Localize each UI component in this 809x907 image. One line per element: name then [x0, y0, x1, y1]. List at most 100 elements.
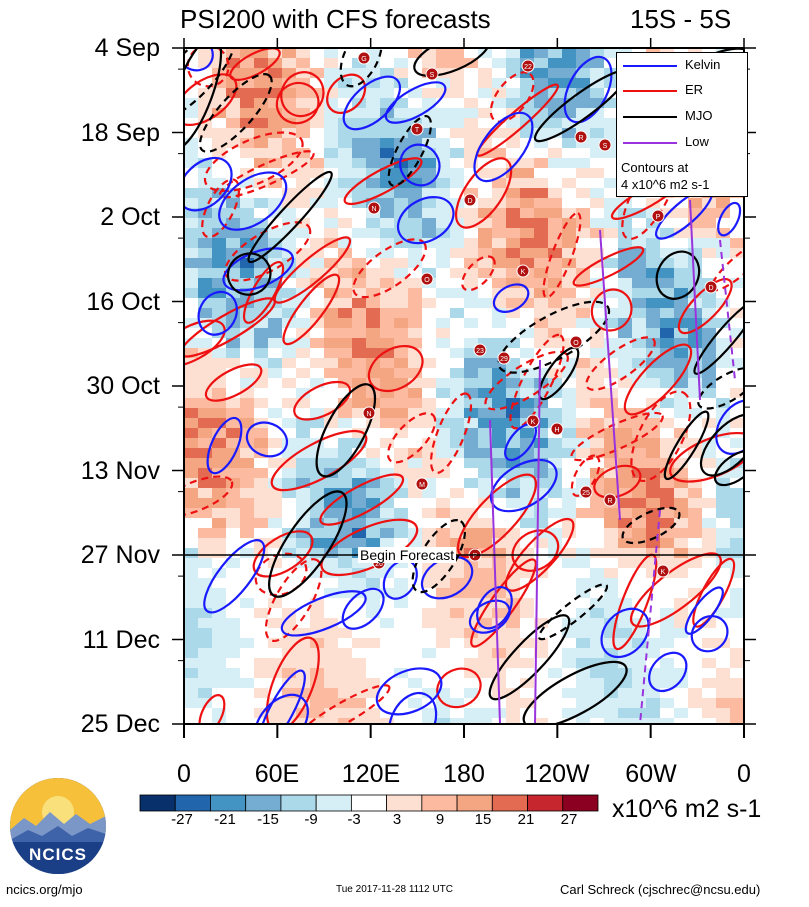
shade-cell — [422, 648, 436, 658]
shade-cell — [240, 508, 254, 518]
shade-cell — [464, 518, 478, 528]
shade-cell — [324, 338, 338, 348]
shade-cell — [212, 708, 226, 718]
colorbar-label-5: 3 — [392, 811, 402, 828]
contour-line — [386, 412, 437, 464]
shade-cell — [408, 228, 422, 238]
contour-line — [663, 410, 710, 481]
shade-cell — [408, 358, 422, 368]
shade-cell — [716, 688, 730, 698]
shade-cell — [562, 98, 576, 108]
shade-cell — [618, 498, 632, 508]
shade-cell — [562, 118, 576, 128]
shade-cell — [534, 68, 548, 78]
shade-cell — [212, 238, 226, 248]
shade-cell — [688, 488, 702, 498]
shade-cell — [618, 328, 632, 338]
shade-cell — [730, 488, 744, 498]
shade-cell — [646, 228, 660, 238]
legend-item-low: Low — [617, 132, 747, 154]
shade-cell — [590, 358, 604, 368]
shade-cell — [352, 378, 366, 388]
shade-cell — [604, 678, 618, 688]
shade-cell — [436, 218, 450, 228]
shade-cell — [534, 198, 548, 208]
shade-cell — [198, 498, 212, 508]
shade-cell — [450, 418, 464, 428]
shade-cell — [618, 278, 632, 288]
shade-cell — [576, 398, 590, 408]
storm-marker: 23 — [473, 343, 487, 357]
shade-cell — [268, 238, 282, 248]
shade-cell — [310, 168, 324, 178]
footer-url[interactable]: ncics.org/mjo — [6, 882, 83, 897]
shade-cell — [688, 228, 702, 238]
shade-cell — [254, 338, 268, 348]
storm-marker: S — [425, 67, 439, 81]
shade-cell — [646, 568, 660, 578]
contour-line — [387, 114, 433, 187]
shade-cell — [198, 688, 212, 698]
shade-cell — [240, 88, 254, 98]
shade-cell — [576, 668, 590, 678]
shade-cell — [282, 628, 296, 638]
shade-cell — [324, 48, 338, 58]
shade-cell — [520, 378, 534, 388]
shade-cell — [450, 598, 464, 608]
shade-cell — [268, 148, 282, 158]
shade-cell — [296, 428, 310, 438]
shade-cell — [534, 128, 548, 138]
shade-cell — [464, 408, 478, 418]
shade-cell — [702, 708, 716, 718]
shade-cell — [492, 388, 506, 398]
shade-cell — [590, 278, 604, 288]
shade-cell — [492, 408, 506, 418]
contour-line — [473, 111, 534, 183]
shade-cell — [478, 368, 492, 378]
shade-cell — [548, 248, 562, 258]
shade-cell — [604, 548, 618, 558]
shade-cell — [464, 458, 478, 468]
shade-cell — [240, 288, 254, 298]
storm-marker: T — [410, 122, 424, 136]
shade-cell — [506, 178, 520, 188]
shade-cell — [716, 678, 730, 688]
shade-cell — [478, 68, 492, 78]
shade-cell — [212, 638, 226, 648]
contour-line — [265, 636, 320, 724]
low-track — [689, 199, 701, 401]
shade-cell — [604, 98, 618, 108]
shade-cell — [324, 268, 338, 278]
shade-cell — [226, 348, 240, 358]
shade-cell — [450, 578, 464, 588]
shade-cell — [240, 208, 254, 218]
shade-cell — [198, 338, 212, 348]
shade-cell — [380, 508, 394, 518]
shade-cell — [436, 188, 450, 198]
shade-cell — [576, 118, 590, 128]
shade-cell — [380, 498, 394, 508]
contour-line — [184, 73, 238, 127]
shade-cell — [240, 128, 254, 138]
shade-cell — [520, 208, 534, 218]
shade-cell — [310, 108, 324, 118]
shade-cell — [576, 278, 590, 288]
shade-cell — [310, 678, 324, 688]
shade-cell — [464, 368, 478, 378]
shade-cell — [324, 618, 338, 628]
storm-marker: 29 — [497, 351, 511, 365]
shade-cell — [604, 338, 618, 348]
shade-cell — [240, 678, 254, 688]
shade-cell — [240, 148, 254, 158]
legend-note: Contours at 4 x10^6 m2 s-1 — [621, 159, 709, 193]
shade-cell — [590, 448, 604, 458]
contour-line — [184, 475, 234, 518]
shade-cell — [492, 598, 506, 608]
shade-cell — [520, 488, 534, 498]
shade-cell — [562, 68, 576, 78]
contour-line — [623, 343, 693, 416]
shade-cell — [548, 528, 562, 538]
shade-cell — [576, 168, 590, 178]
shade-cell — [492, 418, 506, 428]
shade-cell — [226, 668, 240, 678]
